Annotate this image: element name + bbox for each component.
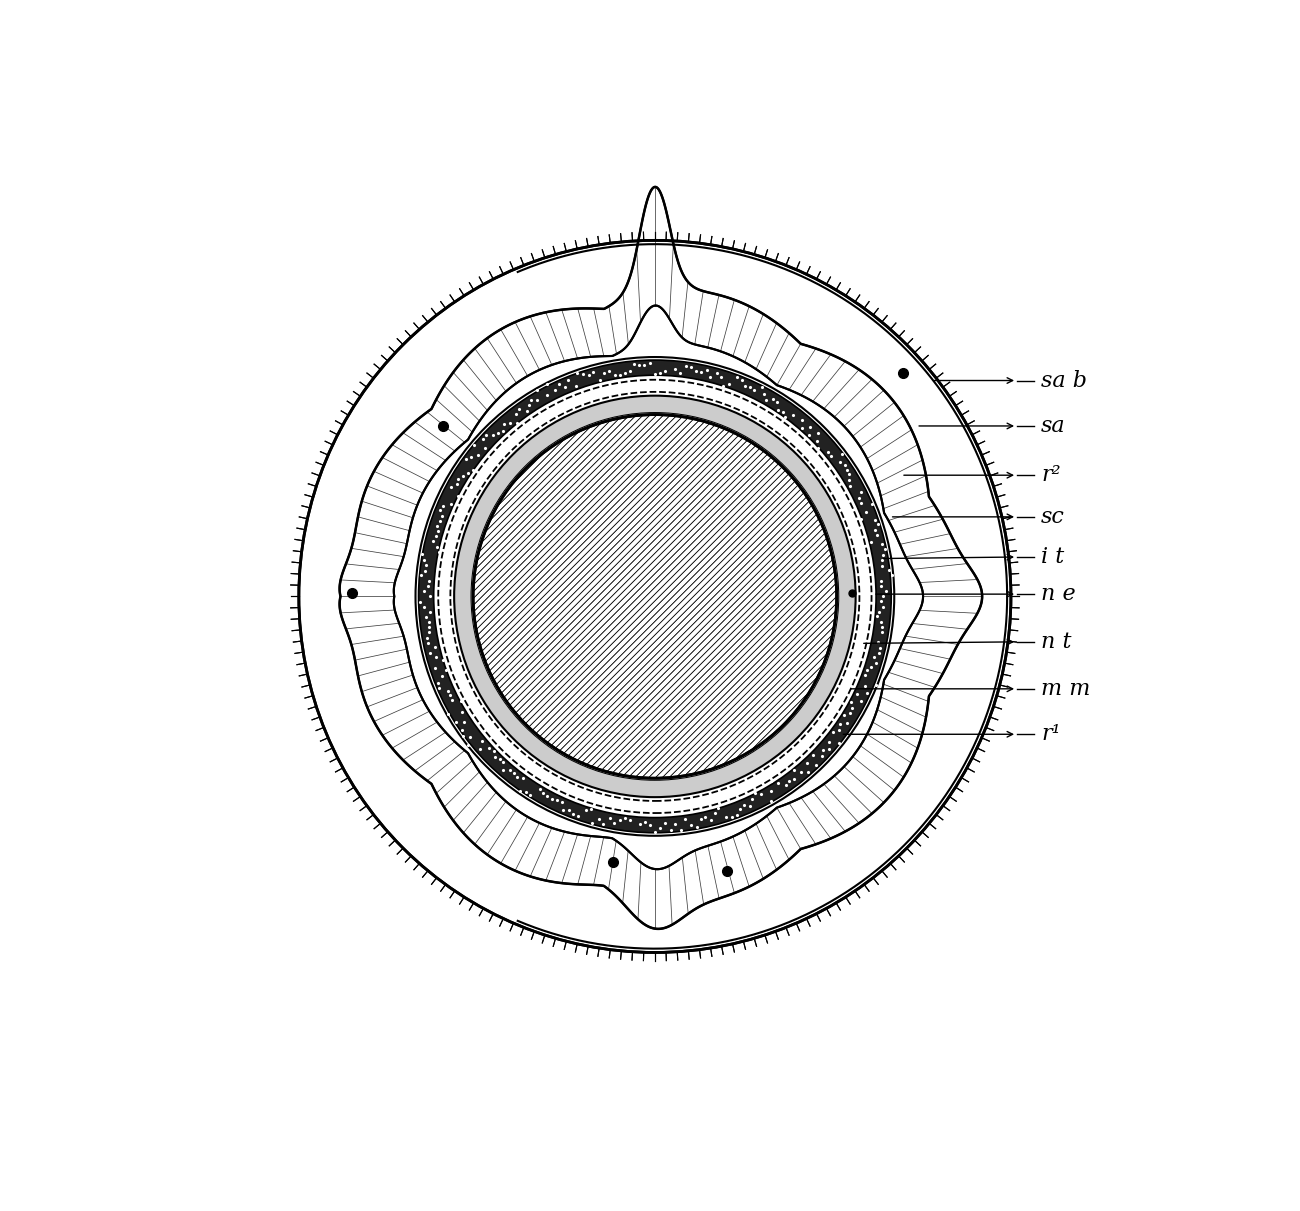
Circle shape (416, 357, 894, 836)
Circle shape (473, 414, 837, 779)
Circle shape (472, 414, 837, 779)
Circle shape (300, 242, 1009, 951)
Circle shape (454, 396, 855, 797)
Text: n t: n t (1041, 631, 1071, 653)
Text: m m: m m (1041, 678, 1091, 700)
Circle shape (434, 375, 876, 817)
Circle shape (472, 413, 838, 780)
Circle shape (419, 360, 892, 833)
Text: sa: sa (1041, 415, 1066, 437)
Polygon shape (394, 305, 923, 869)
Text: sa b: sa b (1041, 369, 1087, 391)
Text: r¹: r¹ (1041, 723, 1061, 745)
Text: r²: r² (1041, 464, 1061, 486)
Text: sc: sc (1041, 506, 1065, 528)
Circle shape (299, 240, 1011, 952)
Circle shape (472, 413, 838, 780)
Text: n e: n e (1041, 584, 1076, 606)
Text: i t: i t (1041, 546, 1065, 568)
Polygon shape (339, 186, 982, 929)
